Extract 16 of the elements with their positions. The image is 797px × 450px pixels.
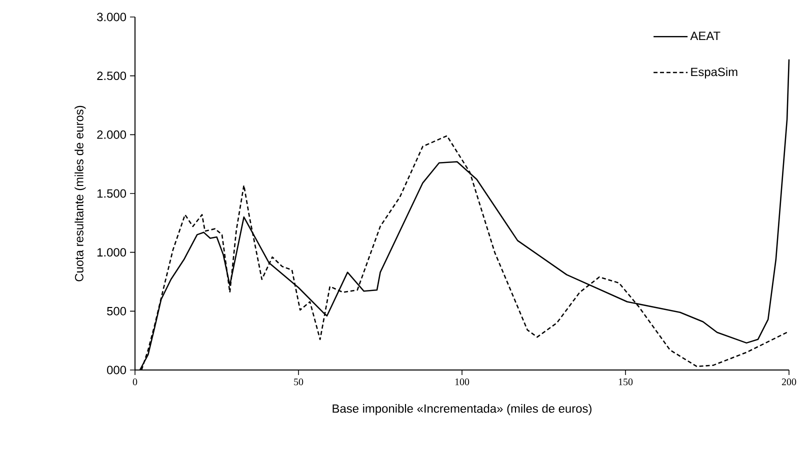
- y-tick-label: 2.500: [97, 72, 126, 80]
- y-tick-label: 000: [107, 366, 126, 374]
- x-axis-title: Base imponible «Incrementada» (miles de euros): [332, 404, 592, 416]
- legend-label: AEAT: [690, 32, 720, 40]
- x-tick-label: 50: [294, 378, 304, 386]
- y-tick-label: 3.000: [97, 12, 126, 22]
- x-tick-label: 200: [782, 378, 796, 386]
- x-tick-label: 150: [618, 378, 633, 386]
- y-tick-label: 2.000: [97, 130, 126, 139]
- legend-label: EspaSim: [691, 67, 738, 79]
- x-tick-label: 0: [132, 378, 138, 386]
- y-tick-label: 1.000: [97, 248, 126, 257]
- y-tick-label: 1.500: [97, 189, 126, 198]
- y-axis-title: Cuota resultante (miles de euros): [74, 106, 86, 282]
- x-tick-label: 100: [455, 378, 470, 386]
- y-tick-label: 500: [107, 306, 126, 316]
